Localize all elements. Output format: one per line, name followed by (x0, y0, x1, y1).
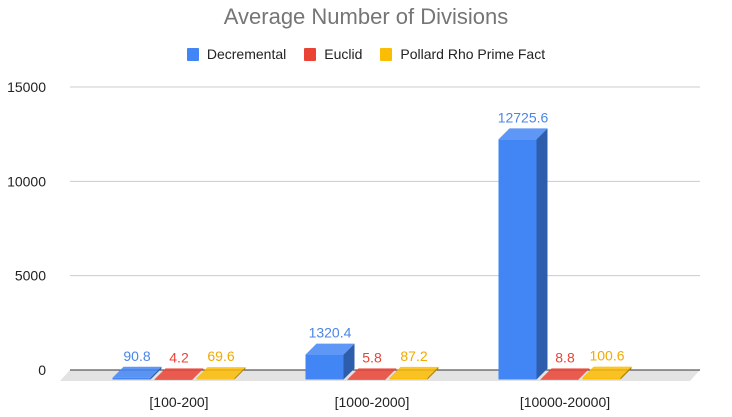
bar-decremental[interactable] (305, 354, 344, 380)
bar-pollard-rho-prime-fact[interactable] (389, 377, 428, 380)
bar-side-face (578, 368, 590, 380)
bar-side-face (427, 366, 439, 380)
bar-side-face (385, 368, 397, 380)
legend-label-pollard: Pollard Rho Prime Fact (400, 46, 546, 62)
bar-euclid[interactable] (347, 379, 386, 380)
x-tick-label: [10000-20000] (520, 394, 610, 410)
legend-swatch-euclid (304, 47, 317, 61)
bar-top-face (305, 343, 355, 355)
y-tick-label: 5000 (15, 268, 46, 284)
bar-pollard-rho-prime-fact[interactable] (196, 378, 235, 380)
legend-label-decremental: Decremental (206, 46, 287, 62)
legend-swatch-decremental (186, 47, 199, 61)
legend-label-euclid: Euclid (324, 46, 363, 62)
bar-side-face (343, 343, 355, 380)
x-tick-label: [100-200] (149, 394, 208, 410)
chart-title: Average Number of Divisions (223, 4, 509, 29)
legend: Decremental Euclid Pollard Rho Prime Fac… (0, 46, 732, 62)
bar-decremental[interactable] (498, 139, 537, 380)
data-label: 4.2 (169, 349, 189, 365)
legend-item-euclid[interactable]: Euclid (304, 46, 362, 62)
bar-side-face (620, 366, 632, 380)
y-tick-label: 0 (38, 362, 46, 378)
bar-pollard-rho-prime-fact[interactable] (582, 377, 621, 380)
bar-top-face (196, 367, 246, 379)
bar-top-face (498, 128, 548, 140)
bar-euclid[interactable] (154, 379, 193, 380)
data-label: 69.6 (207, 348, 234, 364)
bar-side-face (192, 368, 204, 380)
bar-side-face (234, 367, 246, 380)
legend-item-pollard[interactable]: Pollard Rho Prime Fact (380, 46, 545, 62)
data-label: 87.2 (400, 348, 427, 364)
x-tick-label: [1000-2000] (335, 394, 410, 410)
y-tick-label: 15000 (7, 79, 46, 95)
data-label: 5.8 (362, 349, 382, 365)
data-label: 12725.6 (498, 109, 549, 125)
bar-side-face (150, 366, 162, 380)
data-label: 100.6 (589, 348, 624, 364)
legend-swatch-pollard (380, 47, 393, 61)
bar-euclid[interactable] (540, 379, 579, 380)
data-label: 90.8 (123, 348, 150, 364)
bar-top-face (112, 366, 162, 378)
data-label: 1320.4 (309, 325, 352, 341)
bar-top-face (540, 368, 590, 380)
bar-side-face (536, 128, 548, 380)
y-tick-label: 10000 (7, 173, 46, 189)
bar-top-face (154, 368, 204, 380)
bar-top-face (582, 366, 632, 378)
bar-top-face (389, 366, 439, 378)
bar-decremental[interactable] (112, 377, 151, 380)
bar-top-face (347, 368, 397, 380)
data-label: 8.8 (555, 349, 575, 365)
legend-item-decremental[interactable]: Decremental (186, 46, 287, 62)
